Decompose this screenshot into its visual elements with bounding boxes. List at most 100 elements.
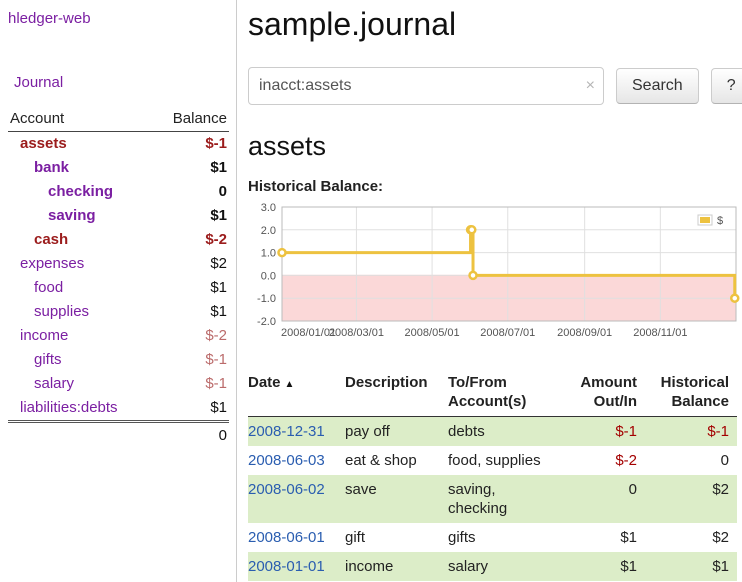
transaction-description: income xyxy=(345,558,394,575)
x-tick-label: 2008/11/01 xyxy=(633,327,687,339)
y-tick-label: -1.0 xyxy=(257,293,276,305)
transaction-balance: $-1 xyxy=(707,423,729,440)
account-link[interactable]: expenses xyxy=(20,255,85,272)
transaction-accounts: gifts xyxy=(448,529,476,546)
transaction-date-link[interactable]: 2008-01-01 xyxy=(248,558,325,575)
y-tick-label: 1.0 xyxy=(261,248,276,260)
transaction-balance: $2 xyxy=(712,481,729,498)
account-balance: $-1 xyxy=(205,375,227,392)
account-heading: assets xyxy=(248,131,327,161)
app-title-link[interactable]: hledger-web xyxy=(8,10,91,27)
transaction-amount: 0 xyxy=(628,481,637,498)
search-input[interactable] xyxy=(248,67,604,105)
historical-balance-chart: 3.0 2.0 1.0 0.0 -1.0 -2.0 2008/01/012008/03/01… xyxy=(257,202,740,339)
account-link[interactable]: bank xyxy=(34,159,70,176)
account-link[interactable]: liabilities:debts xyxy=(20,399,118,416)
account-link[interactable]: food xyxy=(34,279,64,296)
help-button[interactable]: ? xyxy=(710,68,742,104)
account-link[interactable]: assets xyxy=(20,135,67,152)
transaction-date-link[interactable]: 2008-12-31 xyxy=(248,423,325,440)
transaction-description: eat & shop xyxy=(345,452,417,469)
chart-title: Historical Balance: xyxy=(248,178,384,195)
x-tick-label: 2008/05/01 xyxy=(405,327,460,339)
transaction-accounts: debts xyxy=(448,423,485,440)
legend-box xyxy=(694,211,732,229)
x-tick-label: 2008/09/01 xyxy=(557,327,612,339)
accounts-table: Account Balance assets $-1 bank $1 check… xyxy=(8,108,229,448)
legend-label: $ xyxy=(717,215,723,227)
search-form: × Search ? xyxy=(248,67,742,105)
account-row: checking 0 xyxy=(8,180,229,204)
account-row: food $1 xyxy=(8,276,229,300)
data-point-marker xyxy=(730,293,740,303)
transaction-amount: $-2 xyxy=(615,452,637,469)
account-link[interactable]: saving xyxy=(48,207,96,224)
account-balance: $1 xyxy=(210,279,227,296)
account-row: liabilities:debts $1 xyxy=(8,396,229,422)
register-row: 2008-12-31 pay off debts $-1 $-1 xyxy=(248,416,737,446)
data-point-marker xyxy=(277,247,287,258)
account-balance: 0 xyxy=(218,183,227,200)
register-header-row: Date ▲ Description To/From Account(s) Amo… xyxy=(248,371,737,417)
transaction-date-link[interactable]: 2008-06-02 xyxy=(248,481,325,498)
account-row: supplies $1 xyxy=(8,300,229,324)
transaction-accounts: food, supplies xyxy=(448,452,541,469)
account-balance: $-1 xyxy=(205,351,227,368)
register-header-amount: Amount Out/In xyxy=(560,371,645,417)
main-content: sample.journal × Search ? assets Histori… xyxy=(237,0,742,582)
transaction-date-link[interactable]: 2008-06-01 xyxy=(248,529,325,546)
account-row: bank $1 xyxy=(8,156,229,180)
y-tick-label: 0.0 xyxy=(261,270,276,282)
transaction-balance: $1 xyxy=(712,558,729,575)
legend-swatch-icon xyxy=(700,217,710,223)
account-row: assets $-1 xyxy=(8,132,229,157)
register-header-account: To/From Account(s) xyxy=(448,371,560,417)
transaction-date-link[interactable]: 2008-06-03 xyxy=(248,452,325,469)
account-row: saving $1 xyxy=(8,204,229,228)
accounts-header-row: Account Balance xyxy=(8,108,229,132)
accounts-total: 0 xyxy=(153,420,229,448)
register-row: 2008-06-01 gift gifts $1 $2 xyxy=(248,523,737,552)
transaction-description: pay off xyxy=(345,423,390,440)
register-header-date[interactable]: Date ▲ xyxy=(248,371,345,417)
account-balance: $-2 xyxy=(205,231,227,248)
account-balance: $-2 xyxy=(205,327,227,344)
transaction-description: gift xyxy=(345,529,366,546)
transaction-balance: $2 xyxy=(712,529,729,546)
sort-asc-icon: ▲ xyxy=(284,379,295,390)
accounts-header-balance: Balance xyxy=(153,108,229,132)
accounts-total-row: 0 xyxy=(8,420,229,448)
account-balance: $1 xyxy=(210,207,227,224)
account-link[interactable]: income xyxy=(20,327,69,344)
y-tick-label: 2.0 xyxy=(261,225,276,237)
register-row: 2008-06-03 eat & shop food, supplies $-2… xyxy=(248,446,737,475)
x-tick-label: 2008/07/01 xyxy=(480,327,535,339)
y-tick-label: -2.0 xyxy=(257,316,276,328)
page-title: sample.journal xyxy=(248,6,457,42)
register-header-balance: Historical Balance xyxy=(645,371,737,417)
search-button[interactable]: Search xyxy=(616,68,699,104)
y-tick-label: 3.0 xyxy=(261,202,276,214)
account-row: income $-2 xyxy=(8,324,229,348)
account-link[interactable]: cash xyxy=(34,231,69,248)
transaction-description: save xyxy=(345,481,377,498)
register-row: 2008-06-02 save saving, checking 0 $2 xyxy=(248,475,737,523)
account-row: salary $-1 xyxy=(8,372,229,396)
account-link[interactable]: supplies xyxy=(34,303,90,320)
account-link[interactable]: salary xyxy=(34,375,75,392)
clear-search-icon[interactable]: × xyxy=(585,77,595,94)
data-point-marker xyxy=(468,270,478,281)
transaction-accounts: saving, checking xyxy=(448,481,508,517)
account-row: gifts $-1 xyxy=(8,348,229,372)
transaction-balance: 0 xyxy=(720,452,729,469)
transaction-accounts: salary xyxy=(448,558,489,575)
x-tick-label: 2008/03/01 xyxy=(329,327,384,339)
accounts-header-account: Account xyxy=(8,108,154,132)
journal-link[interactable]: Journal xyxy=(14,74,64,91)
account-balance: $2 xyxy=(210,255,227,272)
account-balance: $1 xyxy=(210,399,227,416)
account-balance: $-1 xyxy=(205,135,227,152)
account-link[interactable]: checking xyxy=(48,183,114,200)
account-link[interactable]: gifts xyxy=(34,351,62,368)
